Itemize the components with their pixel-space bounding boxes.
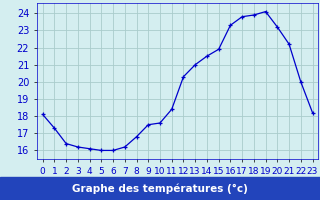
- Text: Graphe des températures (°c): Graphe des températures (°c): [72, 183, 248, 194]
